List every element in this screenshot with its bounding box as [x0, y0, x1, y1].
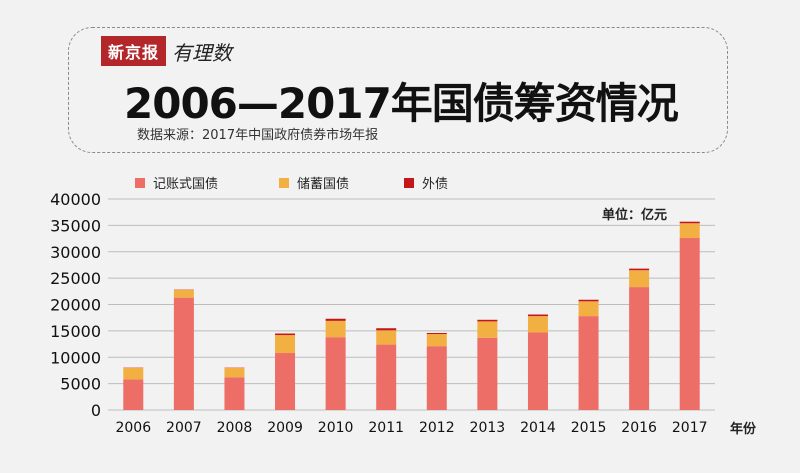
bar-segment	[123, 379, 144, 410]
bar-segment	[679, 238, 700, 410]
y-tick-label: 40000	[50, 190, 101, 209]
bar-segment	[173, 289, 194, 298]
bar-segment	[629, 268, 650, 271]
y-tick-label: 25000	[50, 269, 101, 288]
unit-label: 单位：亿元	[602, 208, 668, 223]
x-tick-label: 2011	[368, 420, 404, 436]
legend: 记账式国债 储蓄国债 外债	[0, 173, 800, 193]
bar-segment	[578, 299, 599, 302]
x-tick-label: 2009	[267, 420, 303, 436]
bar-segment	[426, 332, 447, 335]
y-tick-label: 20000	[50, 296, 101, 315]
bar-segment	[275, 353, 296, 410]
legend-label: 记账式国债	[153, 177, 219, 192]
bar-segment	[426, 334, 447, 347]
bar-segment	[679, 221, 700, 224]
legend-swatch	[279, 177, 289, 188]
bar-segment	[376, 330, 397, 345]
legend-swatch	[135, 177, 145, 188]
bar-segment	[376, 328, 397, 331]
bar-segment	[173, 297, 194, 410]
x-tick-label: 2012	[419, 420, 455, 436]
bar-segment	[123, 367, 144, 380]
data-source: 数据来源：2017年中国政府债券市场年报	[137, 128, 379, 143]
bar-segment	[275, 335, 296, 354]
legend-item-book-entry: 记账式国债	[135, 173, 218, 192]
x-tick-label: 2006	[115, 420, 151, 436]
bar-segment	[325, 318, 346, 321]
x-tick-label: 2010	[318, 420, 354, 436]
bar-segment	[578, 301, 599, 317]
legend-item-savings: 储蓄国债	[279, 173, 349, 192]
bar-segment	[224, 367, 245, 378]
bar-segment	[325, 337, 346, 410]
bar-segment	[224, 377, 245, 410]
bar-segment	[477, 321, 498, 338]
bar-segment	[426, 346, 447, 410]
y-tick-label: 35000	[50, 216, 101, 235]
x-tick-label: 2016	[621, 420, 657, 436]
y-tick-label: 5000	[60, 375, 101, 394]
y-tick-label: 30000	[50, 243, 101, 262]
x-unit-label: 年份	[730, 422, 757, 437]
bar-segment	[527, 316, 548, 333]
bar-segment	[376, 344, 397, 410]
bar-segment	[629, 270, 650, 288]
bar-segment	[527, 332, 548, 410]
y-tick-label: 0	[91, 401, 101, 420]
bar-segment	[629, 287, 650, 410]
bar-segment	[578, 316, 599, 410]
bar-segment	[679, 223, 700, 239]
legend-item-foreign: 外债	[404, 173, 448, 192]
chart-title: 2006—2017年国债筹资情况	[124, 79, 679, 128]
bar-segment	[477, 337, 498, 410]
x-tick-label: 2008	[217, 420, 253, 436]
x-tick-label: 2017	[672, 420, 708, 436]
legend-label: 外债	[422, 177, 449, 192]
y-tick-label: 15000	[50, 322, 101, 341]
bar-segment	[275, 333, 296, 336]
brand-logo: 新京报	[101, 36, 167, 66]
x-tick-label: 2014	[520, 420, 556, 436]
legend-label: 储蓄国债	[297, 177, 350, 192]
x-tick-label: 2015	[571, 420, 607, 436]
brand-subtitle: 有理数	[172, 40, 233, 65]
x-tick-label: 2013	[470, 420, 506, 436]
bar-segment	[527, 314, 548, 317]
y-tick-label: 10000	[50, 348, 101, 367]
x-tick-label: 2007	[166, 420, 202, 436]
brand: 新京报 有理数	[101, 36, 233, 66]
bar-segment	[325, 320, 346, 338]
bar-segment	[477, 319, 498, 322]
header-frame	[68, 27, 728, 153]
legend-swatch	[404, 177, 414, 188]
